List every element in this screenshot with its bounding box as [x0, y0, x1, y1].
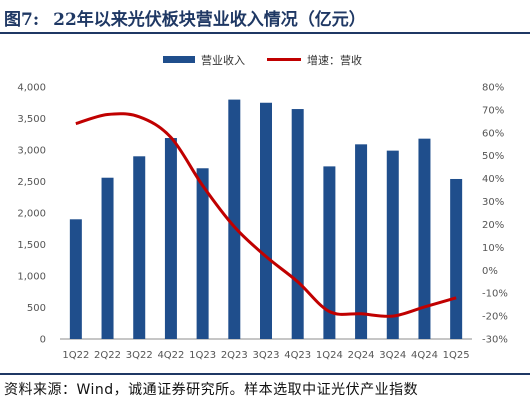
revenue-bar	[450, 178, 463, 339]
x-tick-label: 2Q23	[221, 350, 248, 360]
figure-title-row: 图7: 22年以来光伏板块营业收入情况（亿元）	[4, 4, 526, 30]
x-tick-label: 2Q22	[94, 350, 121, 360]
x-tick-label: 3Q23	[253, 350, 280, 360]
line-series	[75, 112, 457, 318]
y-right-tick-label: 30%	[482, 197, 504, 208]
x-tick-label: 4Q23	[284, 350, 311, 360]
figure-title: 22年以来光伏板块营业收入情况（亿元）	[53, 9, 366, 30]
y-right-tick-label: -10%	[482, 289, 508, 300]
revenue-bar	[323, 166, 336, 339]
y-left-tick-label: 500	[27, 303, 46, 314]
x-tick-label: 1Q23	[189, 350, 216, 360]
revenue-chart: 营业收入 增速：营收 0 500 1,000 1,500 2,000 2,500 3,000…	[17, 53, 507, 361]
revenue-bar	[291, 109, 304, 339]
y-left-tick-label: 1,500	[17, 240, 46, 251]
x-tick-label: 1Q22	[62, 350, 89, 360]
y-left-tick-label: 2,500	[17, 177, 46, 188]
revenue-bar	[386, 150, 399, 339]
y-right-tick-label: 60%	[482, 128, 504, 139]
legend-bar-label: 营业收入	[201, 53, 245, 67]
y-left-tick-label: 2,000	[17, 209, 46, 220]
x-tick-label: 3Q22	[126, 350, 153, 360]
x-tick-label: 3Q24	[379, 350, 406, 360]
revenue-bar	[164, 138, 177, 339]
y-left-tick-label: 3,500	[17, 114, 46, 125]
y-left-tick-label: 3,000	[17, 146, 46, 157]
x-tick-label: 4Q24	[411, 350, 438, 360]
y-right-tick-label: 80%	[482, 83, 504, 94]
revenue-bar	[260, 102, 272, 339]
chart-axes: 0 500 1,000 1,500 2,000 2,500 3,000 3,500 4,000 -…	[17, 83, 507, 361]
revenue-bar	[196, 168, 209, 339]
y-right-tick-label: -20%	[482, 312, 508, 323]
revenue-bar	[418, 138, 431, 339]
y-left-tick-label: 0	[40, 335, 46, 346]
revenue-bar	[69, 219, 82, 339]
y-right-tick-label: -30%	[482, 335, 508, 346]
y-right-tick-label: 20%	[482, 220, 504, 231]
legend-bar-swatch	[163, 56, 195, 63]
source-note: 资料来源：Wind，诚通证券研究所。样本选取中证光伏产业指数	[4, 382, 419, 398]
legend-line-label: 增速：营收	[307, 53, 362, 67]
x-tick-label: 1Q25	[443, 350, 470, 360]
revenue-bar	[355, 144, 368, 339]
x-tick-label: 4Q22	[157, 350, 184, 360]
revenue-bar	[228, 99, 241, 339]
y-right-tick-label: 0%	[482, 266, 498, 277]
chart-legend: 营业收入 增速：营收	[163, 53, 362, 67]
bottom-rule	[0, 373, 530, 375]
y-left-tick-label: 4,000	[17, 83, 46, 94]
bar-series	[69, 99, 463, 339]
revenue-bar	[101, 177, 114, 339]
x-tick-label: 2Q24	[348, 350, 375, 360]
y-right-tick-label: 70%	[482, 105, 504, 116]
x-tick-label: 1Q24	[316, 350, 343, 360]
y-right-tick-label: 10%	[482, 243, 504, 254]
y-right-tick-label: 50%	[482, 151, 504, 162]
top-rule	[0, 32, 530, 34]
y-left-tick-label: 1,000	[17, 272, 46, 283]
y-right-tick-label: 40%	[482, 174, 504, 185]
figure-number: 图7:	[4, 9, 40, 30]
revenue-bar	[133, 156, 146, 339]
